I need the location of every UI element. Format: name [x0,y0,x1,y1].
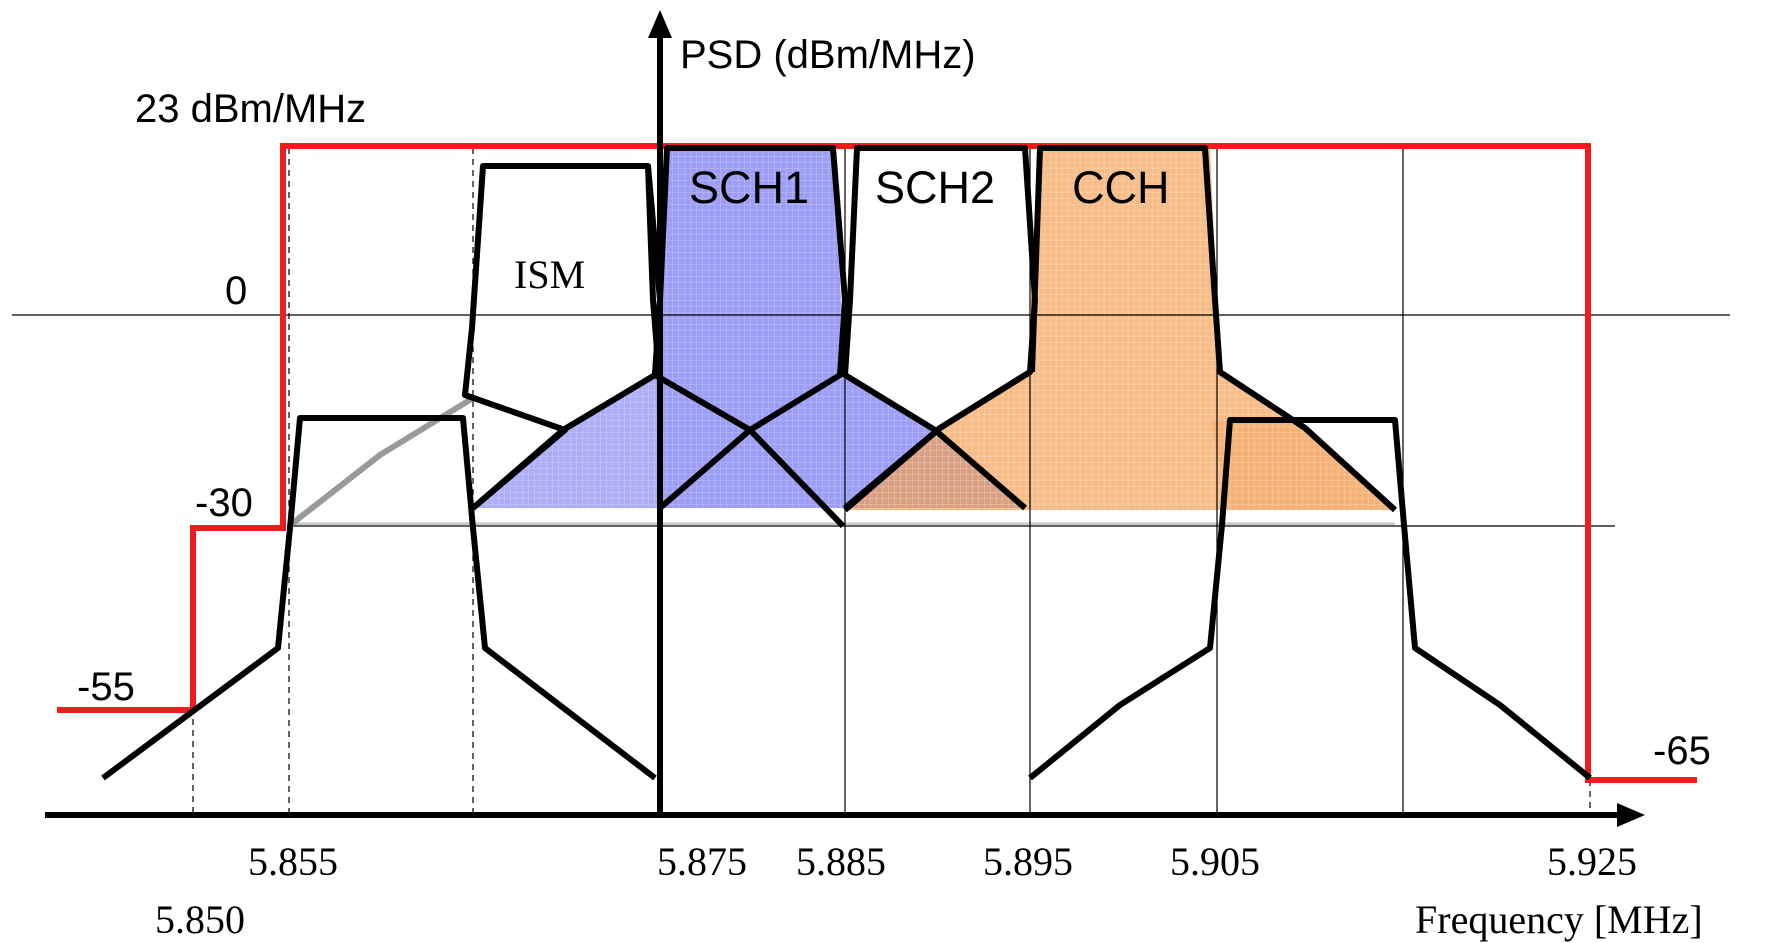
cch-band-label: CCH [1072,162,1170,213]
max-level-label: 23 dBm/MHz [135,87,366,131]
minus30-level-label: -30 [195,481,253,525]
sch2-band-label: SCH2 [875,162,995,213]
zero-level-label: 0 [225,269,247,313]
freq-label-5905: 5.905 [1170,839,1260,884]
sch1-band-label: SCH1 [689,162,809,213]
minus55-level-label: -55 [77,665,135,709]
regulatory-mask-line [57,143,1697,783]
freq-label-5885: 5.885 [796,839,886,884]
freq-label-5925: 5.925 [1547,839,1637,884]
minus65-level-label: -65 [1653,729,1711,773]
x-axis [45,803,1645,827]
y-axis [648,10,672,815]
freq-label-5850: 5.850 [155,897,245,942]
sch1-shaded-region [478,148,1025,508]
ism-band-label: ISM [514,252,585,297]
freq-label-5855: 5.855 [248,839,338,884]
y-axis-label: PSD (dBm/MHz) [680,33,976,77]
freq-label-5895: 5.895 [983,839,1073,884]
freq-label-5875: 5.875 [657,839,747,884]
x-axis-label: Frequency [MHz] [1415,897,1703,942]
